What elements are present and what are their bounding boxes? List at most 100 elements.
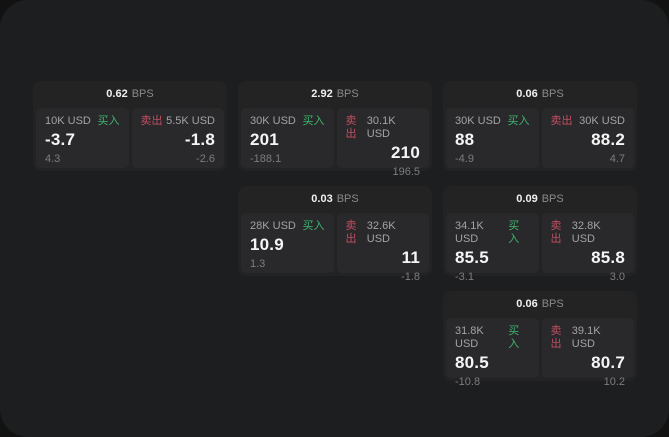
buy-size: 34.1K USD [455,220,484,245]
buy-quote-tile[interactable]: 10K USD 买入 -3.7 4.3 [36,108,129,168]
card-header: 0.06 BPS [443,291,637,318]
sell-quote-tile[interactable]: 卖出 5.5K USD -1.8 -2.6 [131,108,224,168]
buy-tile-header: 30K USD 买入 [455,115,530,128]
sell-label: 卖出 [345,115,357,140]
buy-label: 买入 [302,115,325,127]
sell-label: 卖出 [140,115,163,127]
bps-value: 0.06 [516,88,538,100]
buy-size: 10K USD [45,115,91,127]
card-body: 28K USD 买入 10.9 1.3 卖出 32.6K USD 11 -1.8 [238,213,432,283]
buy-change: 4.3 [45,153,61,165]
sell-size: 32.6K USD [366,220,396,245]
bps-value: 0.62 [106,88,128,100]
buy-size: 28K USD [250,220,296,232]
sell-quote-tile[interactable]: 卖出 32.6K USD 11 -1.8 [336,213,429,283]
bps-unit-label: BPS [541,88,564,100]
quote-card: 0.09 BPS 34.1K USD 买入 85.5 -3.1 卖出 32.8K… [443,186,637,283]
card-body: 30K USD 买入 88 -4.9 卖出 30K USD 88.2 4.7 [443,108,637,168]
buy-tile-header: 34.1K USD 买入 [455,220,530,246]
sell-quote-tile[interactable]: 卖出 30.1K USD 210 196.5 [336,108,429,178]
sell-label: 卖出 [550,115,573,127]
sell-price: 11 [401,248,420,267]
card-header: 0.06 BPS [443,81,637,108]
buy-change: -3.1 [455,271,474,283]
buy-quote-tile[interactable]: 28K USD 买入 10.9 1.3 [241,213,334,273]
bps-unit-label: BPS [131,88,154,100]
bps-value: 0.09 [516,193,538,205]
buy-quote-tile[interactable]: 31.8K USD 买入 80.5 -10.8 [446,318,539,388]
sell-change: 3.0 [609,271,625,283]
buy-price: 80.5 [455,353,489,372]
buy-quote-tile[interactable]: 30K USD 买入 201 -188.1 [241,108,334,168]
card-body: 10K USD 买入 -3.7 4.3 卖出 5.5K USD -1.8 -2.… [33,108,227,168]
sell-change: -1.8 [401,271,420,283]
buy-label: 买入 [507,115,530,127]
quote-card: 0.03 BPS 28K USD 买入 10.9 1.3 卖出 32.6K US… [238,186,432,283]
buy-label: 买入 [97,115,120,127]
card-header: 0.62 BPS [33,81,227,108]
buy-label: 买入 [508,325,520,350]
buy-size: 30K USD [455,115,501,127]
sell-price: -1.8 [184,130,215,149]
quote-card: 0.62 BPS 10K USD 买入 -3.7 4.3 卖出 5.5K USD… [33,81,227,171]
buy-quote-tile[interactable]: 30K USD 买入 88 -4.9 [446,108,539,168]
bps-value: 0.03 [311,193,333,205]
buy-tile-header: 31.8K USD 买入 [455,325,530,351]
sell-tile-header: 卖出 32.8K USD [551,220,626,246]
bps-value: 0.06 [516,298,538,310]
card-header: 0.09 BPS [443,186,637,213]
bps-unit-label: BPS [541,193,564,205]
buy-size: 30K USD [250,115,296,127]
buy-size: 31.8K USD [455,325,484,350]
sell-label: 卖出 [345,220,357,245]
buy-label: 买入 [302,220,325,232]
sell-tile-header: 卖出 5.5K USD [141,115,216,128]
sell-change: 4.7 [609,153,625,165]
sell-quote-tile[interactable]: 卖出 39.1K USD 80.7 10.2 [541,318,634,388]
buy-price: 85.5 [455,248,489,267]
bps-unit-label: BPS [541,298,564,310]
card-body: 34.1K USD 买入 85.5 -3.1 卖出 32.8K USD 85.8… [443,213,637,283]
sell-size: 30K USD [579,115,625,127]
sell-quote-tile[interactable]: 卖出 30K USD 88.2 4.7 [541,108,634,168]
sell-label: 卖出 [550,220,562,245]
sell-tile-header: 卖出 30.1K USD [346,115,421,141]
sell-tile-header: 卖出 32.6K USD [346,220,421,246]
buy-change: -4.9 [455,153,474,165]
card-body: 31.8K USD 买入 80.5 -10.8 卖出 39.1K USD 80.… [443,318,637,388]
sell-quote-tile[interactable]: 卖出 32.8K USD 85.8 3.0 [541,213,634,283]
buy-change: 1.3 [250,258,266,270]
buy-quote-tile[interactable]: 34.1K USD 买入 85.5 -3.1 [446,213,539,283]
buy-label: 买入 [508,220,520,245]
buy-price: 88 [455,130,475,149]
quote-card: 2.92 BPS 30K USD 买入 201 -188.1 卖出 30.1K … [238,81,432,178]
buy-tile-header: 28K USD 买入 [250,220,325,233]
sell-tile-header: 卖出 30K USD [551,115,626,128]
buy-price: 10.9 [250,235,284,254]
sell-change: 196.5 [392,166,420,178]
buy-price: -3.7 [45,130,76,149]
buy-price: 201 [250,130,279,149]
bps-unit-label: BPS [336,193,359,205]
sell-size: 32.8K USD [571,220,601,245]
sell-change: 10.2 [603,376,625,388]
buy-tile-header: 30K USD 买入 [250,115,325,128]
card-header: 0.03 BPS [238,186,432,213]
sell-price: 85.8 [591,248,625,267]
buy-change: -10.8 [455,376,481,388]
buy-tile-header: 10K USD 买入 [45,115,120,128]
sell-price: 210 [391,143,420,162]
bps-value: 2.92 [311,88,333,100]
sell-size: 39.1K USD [571,325,601,350]
quote-card: 0.06 BPS 31.8K USD 买入 80.5 -10.8 卖出 39.1… [443,291,637,388]
sell-size: 30.1K USD [366,115,396,140]
bps-unit-label: BPS [336,88,359,100]
card-body: 30K USD 买入 201 -188.1 卖出 30.1K USD 210 1… [238,108,432,178]
sell-label: 卖出 [550,325,562,350]
sell-tile-header: 卖出 39.1K USD [551,325,626,351]
buy-change: -188.1 [250,153,282,165]
sell-price: 88.2 [591,130,625,149]
card-header: 2.92 BPS [238,81,432,108]
sell-size: 5.5K USD [166,115,215,127]
